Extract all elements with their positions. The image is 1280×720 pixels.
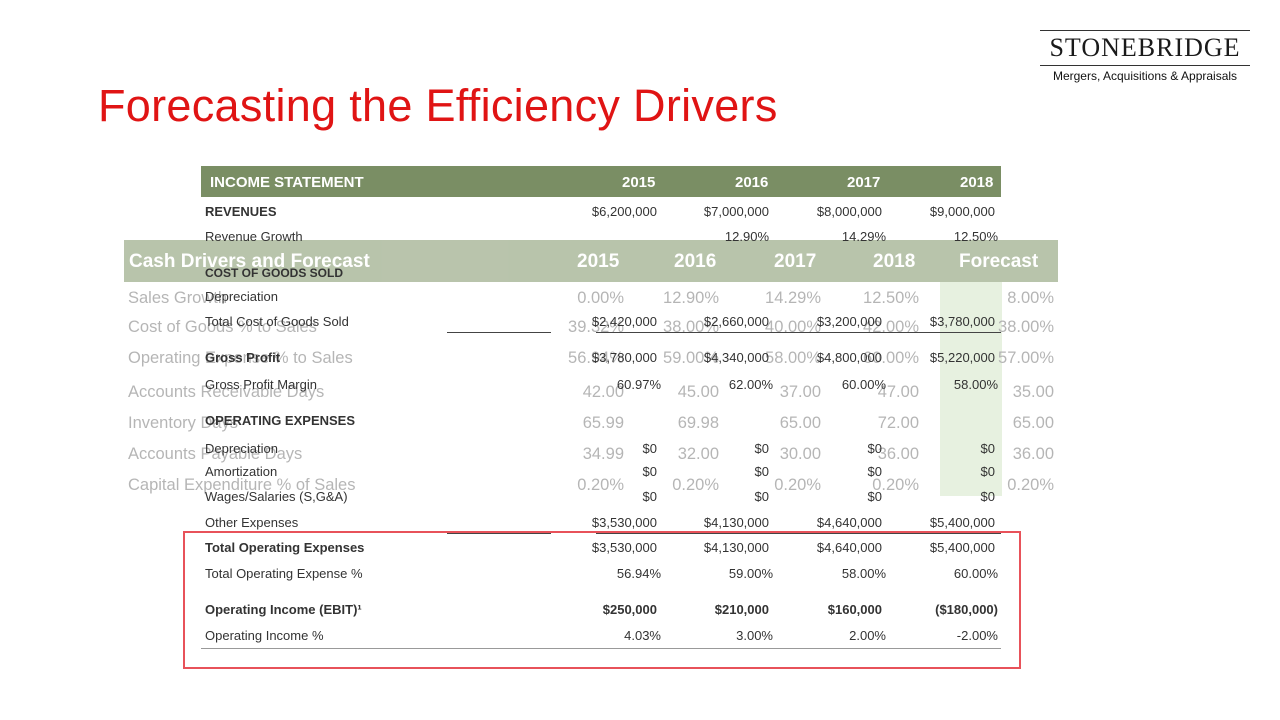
cash-row: Operating Expense % to Sales 56.94% 59.0… [128, 349, 1054, 367]
divider [596, 332, 1001, 333]
income-col-2017: 2017 [847, 174, 881, 191]
income-col-2016: 2016 [735, 174, 769, 191]
table-row-total-opex: Total Operating Expenses $3,530,000 $4,1… [205, 540, 995, 555]
cash-row: Inventory Days 65.99 69.98 65.00 72.00 6… [128, 414, 1054, 432]
highlight-box [183, 531, 1021, 669]
company-logo: STONEBRIDGE Mergers, Acquisitions & Appr… [1040, 30, 1250, 83]
table-row-total-cogs: Total Cost of Goods Sold $2,420,000 $2,6… [205, 314, 995, 329]
cash-row: Cost of Goods % to Sales 39.32% 38.00% 4… [128, 318, 1054, 336]
cash-col-2018: 2018 [873, 251, 916, 272]
cash-table-header: Cash Drivers and Forecast 2015 2016 2017… [124, 240, 1058, 282]
table-row-depreciation: Depreciation [205, 289, 278, 304]
cash-row: Accounts Payable Days 34.99 32.00 30.00 … [128, 445, 1054, 463]
table-row-ebit: Operating Income (EBIT)¹ $250,000 $210,0… [205, 602, 998, 617]
divider [447, 332, 551, 333]
cash-row: Sales Growth 0.00% 12.90% 14.29% 12.50% … [128, 289, 1054, 307]
table-row-ebit-pct: Operating Income % 4.03% 3.00% 2.00% -2.… [205, 628, 998, 643]
income-col-2018: 2018 [960, 174, 994, 191]
cash-drivers-table: Cash Drivers and Forecast 2015 2016 2017… [124, 240, 1058, 496]
cash-col-forecast: Forecast [959, 251, 1039, 272]
table-row-revenues: REVENUES $6,200,000 $7,000,000 $8,000,00… [205, 204, 995, 219]
table-row-opex-depreciation: Depreciation $0 $0 $0 $0 [205, 441, 995, 456]
table-row-gross-profit: Gross Profit $3,780,000 $4,340,000 $4,80… [205, 350, 995, 365]
cash-table-title: Cash Drivers and Forecast [129, 251, 370, 272]
forecast-column-shade [940, 282, 1002, 496]
logo-name: STONEBRIDGE [1040, 30, 1250, 66]
income-table-header: INCOME STATEMENT 2015 2016 2017 2018 [201, 166, 1001, 197]
divider [447, 533, 551, 534]
table-row-cogs-header: COST OF GOODS SOLD [205, 266, 344, 280]
slide-title: Forecasting the Efficiency Drivers [98, 80, 778, 131]
table-row-gross-margin: Gross Profit Margin 60.97% 62.00% 60.00%… [205, 377, 998, 392]
table-row-other-expenses: Other Expenses $3,530,000 $4,130,000 $4,… [205, 515, 995, 530]
income-col-2015: 2015 [622, 174, 656, 191]
cash-col-2016: 2016 [674, 251, 717, 272]
cash-col-2017: 2017 [774, 251, 817, 272]
table-row-amortization: Amortization $0 $0 $0 $0 [205, 464, 995, 479]
table-row-wages: Wages/Salaries (S,G&A) $0 $0 $0 $0 [205, 489, 995, 504]
cash-row: Accounts Receivable Days 42.00 45.00 37.… [128, 383, 1054, 401]
divider [201, 648, 1001, 649]
table-row-opex-header: OPERATING EXPENSES [205, 413, 356, 428]
cash-row: Capital Expenditure % of Sales 0.20% 0.2… [128, 476, 1054, 494]
income-table-title: INCOME STATEMENT [210, 174, 364, 191]
divider [596, 533, 1001, 534]
cash-col-2015: 2015 [577, 251, 620, 272]
table-row-revenue-growth: Revenue Growth 12.90% 14.29% 12.50% [205, 229, 998, 244]
table-row-opex-pct: Total Operating Expense % 56.94% 59.00% … [205, 566, 998, 581]
logo-tagline: Mergers, Acquisitions & Appraisals [1052, 69, 1238, 83]
